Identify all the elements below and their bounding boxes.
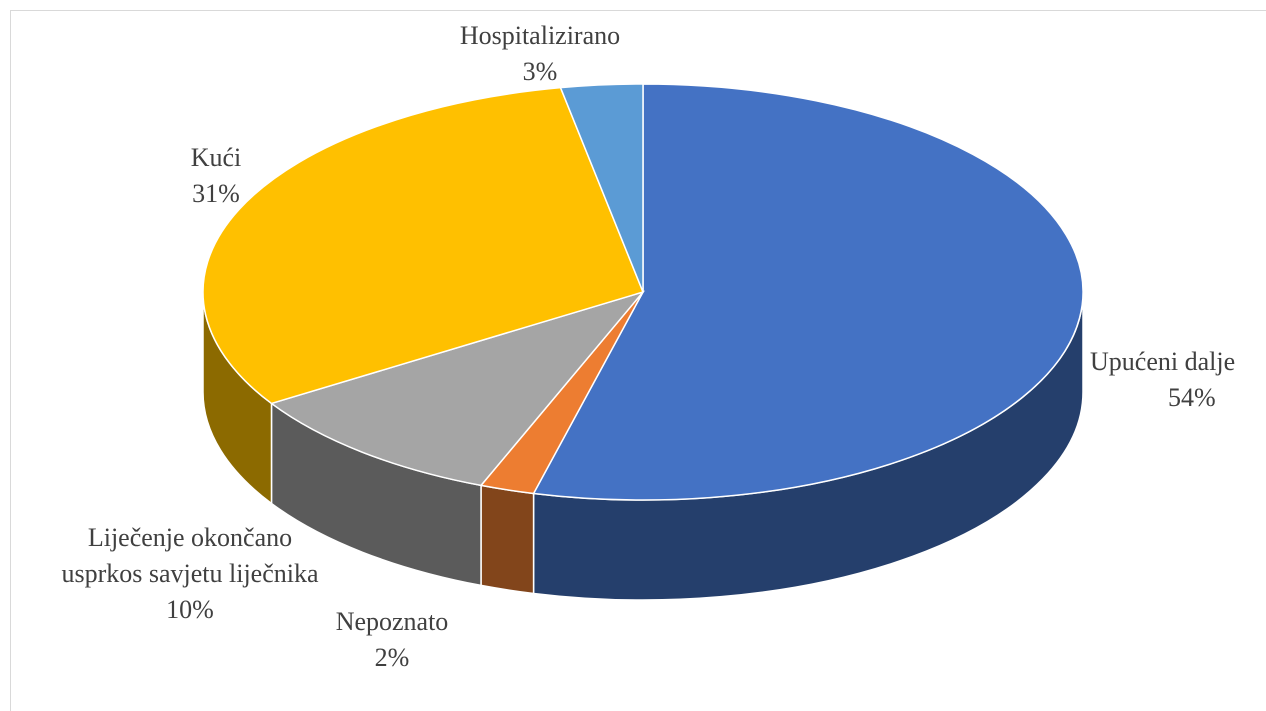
data-label: Hospitalizirano 3% xyxy=(400,18,680,90)
slice-side xyxy=(480,484,535,595)
page: {"chart_data": {"type": "pie", "categori… xyxy=(10,10,1266,711)
chart xyxy=(202,83,1084,601)
value-label: 2% xyxy=(374,643,410,672)
slice xyxy=(559,83,644,293)
value-label: 3% xyxy=(522,57,558,86)
category-label: Nepoznato xyxy=(335,607,449,636)
category-label: Hospitalizirano xyxy=(459,21,621,50)
value-label: 31% xyxy=(192,179,240,208)
slice xyxy=(269,290,646,487)
chart-frame xyxy=(10,10,1266,711)
value-label: 10% xyxy=(166,595,214,624)
data-label: Nepoznato 2% xyxy=(302,604,482,676)
data-label: Liječenje okončano usprkos savjetu liječ… xyxy=(60,520,320,628)
data-label: Kući 31% xyxy=(146,140,286,212)
slice xyxy=(202,86,645,405)
slice xyxy=(532,83,1084,501)
category-label: Upućeni dalje xyxy=(1090,347,1236,376)
value-label: 54% xyxy=(1168,383,1216,412)
category-label: Liječenje okončano usprkos savjetu liječ… xyxy=(61,523,319,588)
data-label: Upućeni dalje 54% xyxy=(1090,344,1266,416)
category-label: Kući xyxy=(190,143,242,172)
